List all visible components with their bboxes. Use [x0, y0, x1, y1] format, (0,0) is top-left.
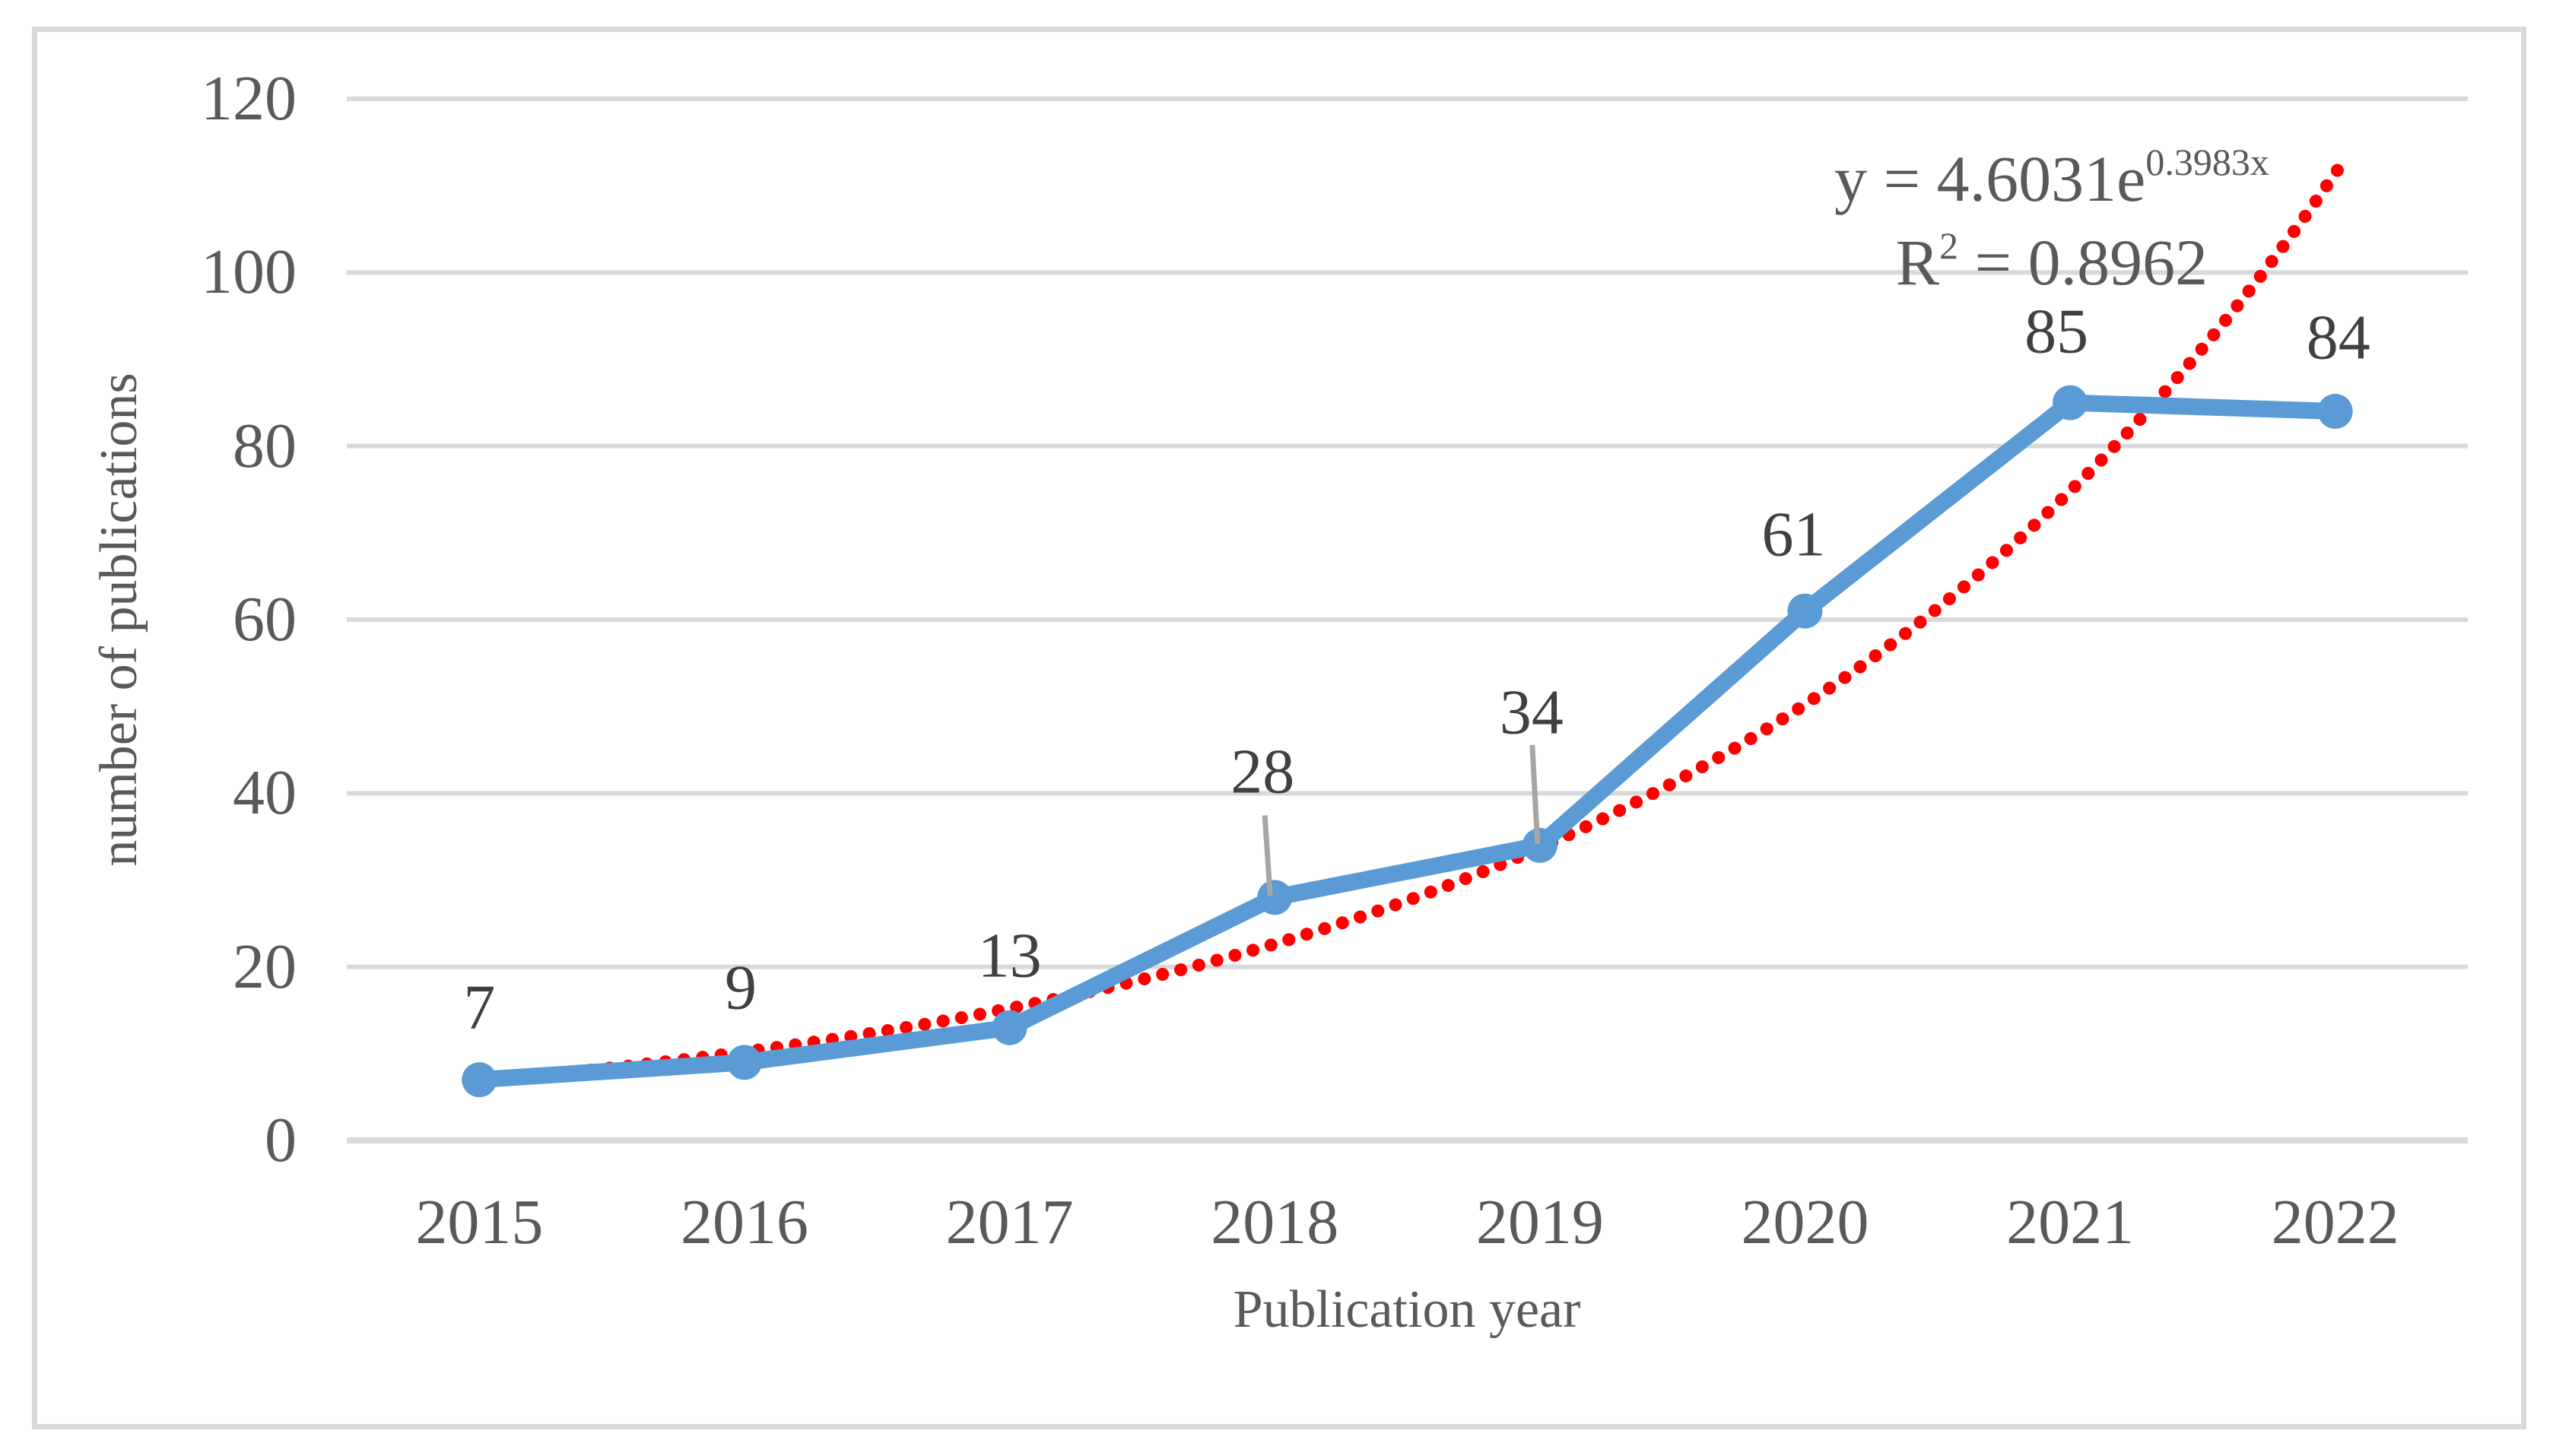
- y-tick-20: 20: [233, 931, 297, 1002]
- series-line: [471, 394, 2344, 1089]
- x-tick-2015: 2015: [415, 1187, 544, 1258]
- leader-line-2018: [1262, 815, 1273, 896]
- r-squared-sup: 2: [1939, 224, 1959, 267]
- equation-line1: y = 4.6031e0.3983x: [1834, 141, 2269, 215]
- equation-r-squared: R2 = 0.8962: [1895, 224, 2208, 299]
- data-label-2016: 9: [724, 952, 757, 1023]
- y-tick-40: 40: [233, 757, 297, 829]
- data-label-2022: 84: [2306, 302, 2370, 373]
- series-marker-2021: [2053, 385, 2088, 420]
- data-label-2021: 85: [2024, 296, 2089, 367]
- data-label-2019: 34: [1499, 677, 1564, 748]
- x-tick-2016: 2016: [680, 1187, 808, 1258]
- y-tick-100: 100: [201, 236, 297, 308]
- x-tick-2018: 2018: [1211, 1187, 1339, 1258]
- trendline-dotted: [472, 151, 2353, 1088]
- equation-exponent: 0.3983x: [2145, 141, 2269, 183]
- y-tick-120: 120: [201, 63, 297, 134]
- series-marker-2020: [1787, 593, 1823, 629]
- y-tick-80: 80: [233, 410, 297, 481]
- data-label-2020: 61: [1761, 499, 1826, 570]
- series-marker-2016: [726, 1045, 762, 1080]
- y-tick-60: 60: [233, 584, 297, 655]
- data-label-2017: 13: [977, 920, 1042, 991]
- x-tick-2021: 2021: [2006, 1187, 2135, 1258]
- series-marker-2019: [1522, 827, 1557, 863]
- series-marker-2015: [462, 1062, 497, 1098]
- y-tick-0: 0: [265, 1105, 297, 1175]
- series-marker-2018: [1257, 880, 1293, 915]
- x-tick-2019: 2019: [1475, 1187, 1604, 1258]
- x-tick-2017: 2017: [945, 1187, 1074, 1258]
- data-label-2015: 7: [463, 972, 496, 1043]
- data-label-2018: 28: [1230, 736, 1295, 807]
- x-axis-title: Publication year: [1233, 1280, 1581, 1339]
- trendline-equation: y = 4.6031e0.3983x R2 = 0.8962: [1834, 141, 2269, 309]
- series-marker-2017: [992, 1010, 1027, 1045]
- figure-frame: [32, 27, 2526, 1429]
- series-marker-2022: [2317, 394, 2353, 429]
- x-tick-2020: 2020: [1741, 1187, 1869, 1258]
- x-tick-2022: 2022: [2271, 1187, 2399, 1258]
- leader-line-2019: [1529, 744, 1541, 845]
- y-axis-title: number of publications: [90, 373, 148, 867]
